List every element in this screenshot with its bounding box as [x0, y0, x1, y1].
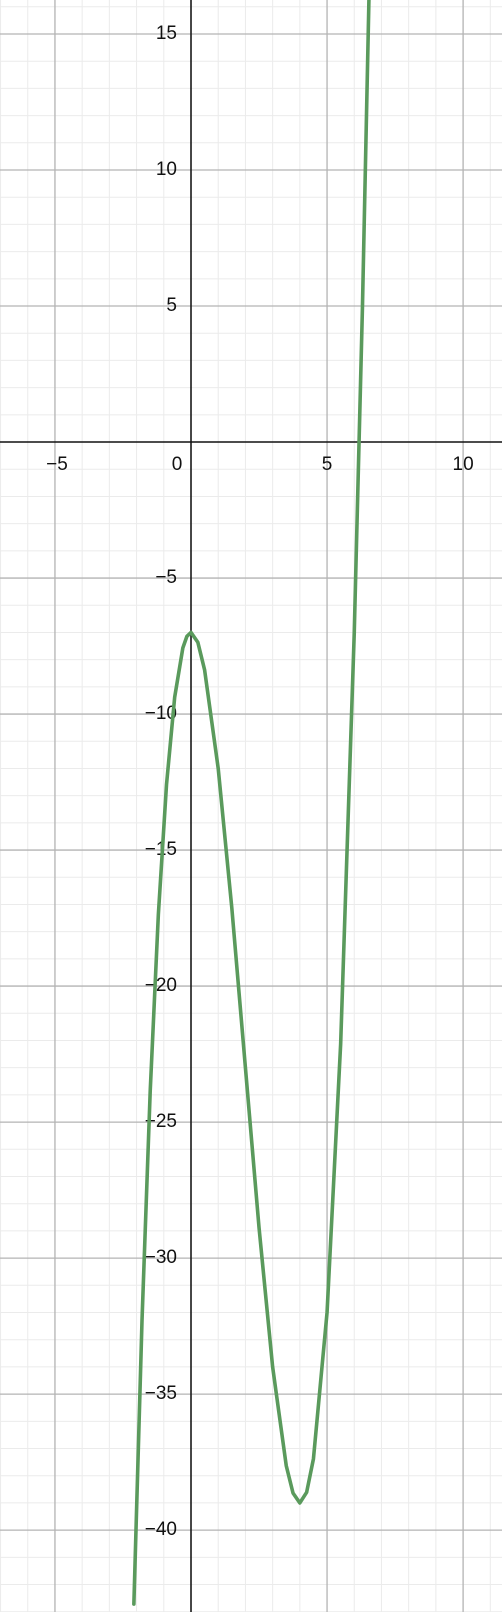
- y-tick-label: 10: [156, 159, 177, 180]
- y-tick-label: −5: [155, 567, 177, 588]
- y-tick-label: −20: [145, 975, 177, 996]
- y-tick-label: 5: [166, 295, 177, 316]
- y-tick-label: 15: [156, 23, 177, 44]
- x-tick-label: 10: [453, 454, 474, 475]
- y-tick-label: −35: [145, 1383, 177, 1404]
- y-tick-label: −40: [145, 1519, 177, 1540]
- y-tick-label: −25: [145, 1111, 177, 1132]
- y-tick-label: −30: [145, 1247, 177, 1268]
- x-tick-label: 5: [322, 454, 333, 475]
- x-tick-label: 0: [172, 454, 183, 475]
- curve: [132, 0, 371, 1606]
- x-tick-label: −5: [46, 454, 68, 475]
- y-tick-label: −10: [145, 703, 177, 724]
